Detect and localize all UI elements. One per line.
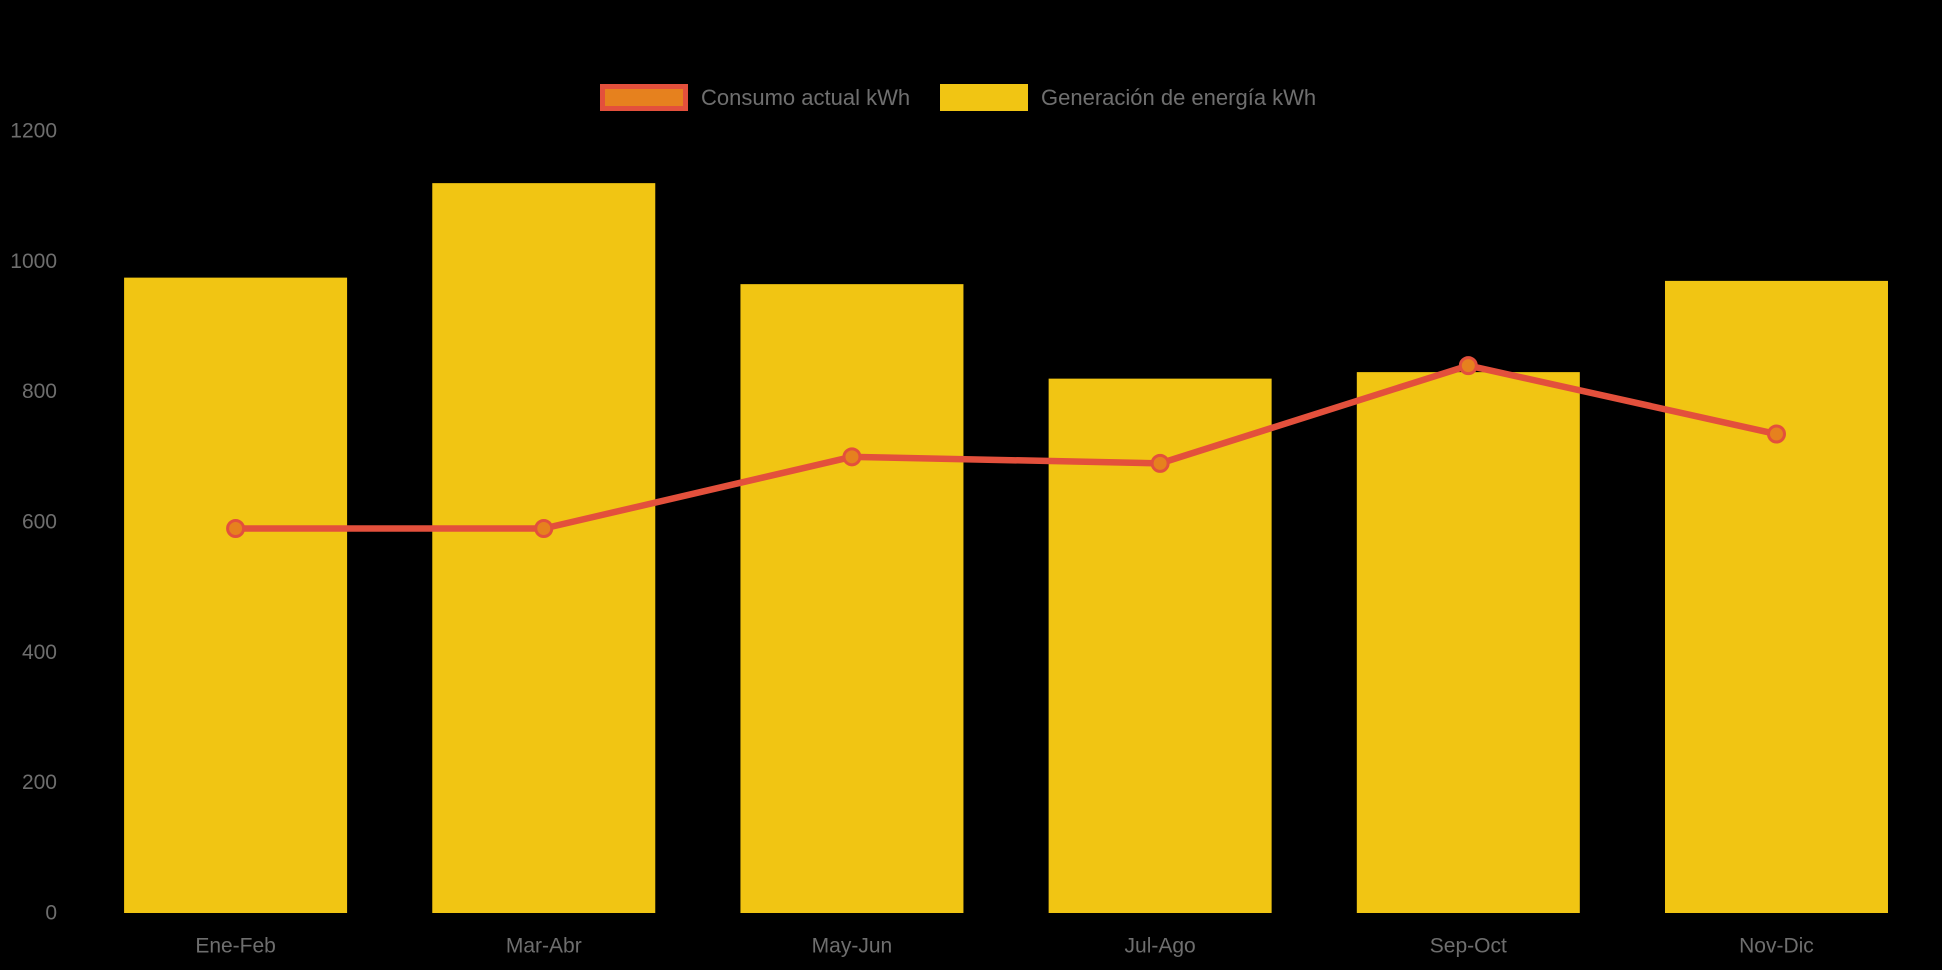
legend-item-consumo-actual[interactable]: Consumo actual kWh <box>600 84 910 111</box>
x-axis-label-Jul-Ago: Jul-Ago <box>1125 935 1196 958</box>
legend-label-generacion: Generación de energía kWh <box>1041 85 1317 110</box>
consumption-point-Nov-Dic[interactable] <box>1766 424 1786 444</box>
x-axis-label-Mar-Abr: Mar-Abr <box>506 935 582 958</box>
consumption-line[interactable] <box>232 362 1780 532</box>
consumption-point-Ene-Feb[interactable] <box>226 519 246 539</box>
consumption-point-Mar-Abr[interactable] <box>534 519 554 539</box>
y-axis-tick-label: 1000 <box>10 250 57 273</box>
x-axis-label-Sep-Oct: Sep-Oct <box>1430 935 1507 958</box>
y-axis-tick-label: 400 <box>22 641 57 664</box>
x-axis-labels-group: Ene-Feb Mar-Abr May-Jun Jul-Ago Sep-Oct Nov-D… <box>195 935 1814 958</box>
legend-label-consumo: Consumo actual kWh <box>701 85 911 110</box>
y-axis-tick-labels-group: 0 200 400 600 800 1000 1200 <box>10 120 57 925</box>
consumption-line-group <box>226 356 1786 539</box>
generation-bar-Sep-Oct[interactable] <box>1356 372 1580 913</box>
generation-bars-group <box>124 183 1888 914</box>
legend-swatch-consumo-icon <box>600 84 688 111</box>
x-axis-label-Nov-Dic: Nov-Dic <box>1739 935 1814 958</box>
y-axis-tick-label: 600 <box>22 511 57 534</box>
x-axis-label-May-Jun: May-Jun <box>812 935 893 958</box>
generation-bar-Ene-Feb[interactable] <box>124 277 348 913</box>
generation-bar-Mar-Abr[interactable] <box>432 183 656 914</box>
generation-bar-Nov-Dic[interactable] <box>1664 280 1888 914</box>
y-axis-tick-label: 800 <box>22 380 57 403</box>
legend-swatch-generacion-icon <box>940 84 1028 111</box>
x-axis-label-Ene-Feb: Ene-Feb <box>195 935 276 958</box>
consumption-point-Jul-Ago[interactable] <box>1150 453 1170 473</box>
y-axis-tick-label: 200 <box>22 771 57 794</box>
y-axis-tick-label: 1200 <box>10 120 57 143</box>
generation-bar-May-Jun[interactable] <box>740 284 964 913</box>
consumption-point-May-Jun[interactable] <box>842 447 862 467</box>
legend-item-generacion-energia[interactable]: Generación de energía kWh <box>940 84 1316 111</box>
consumption-point-Sep-Oct[interactable] <box>1458 356 1478 376</box>
y-axis-tick-label: 0 <box>45 902 57 925</box>
